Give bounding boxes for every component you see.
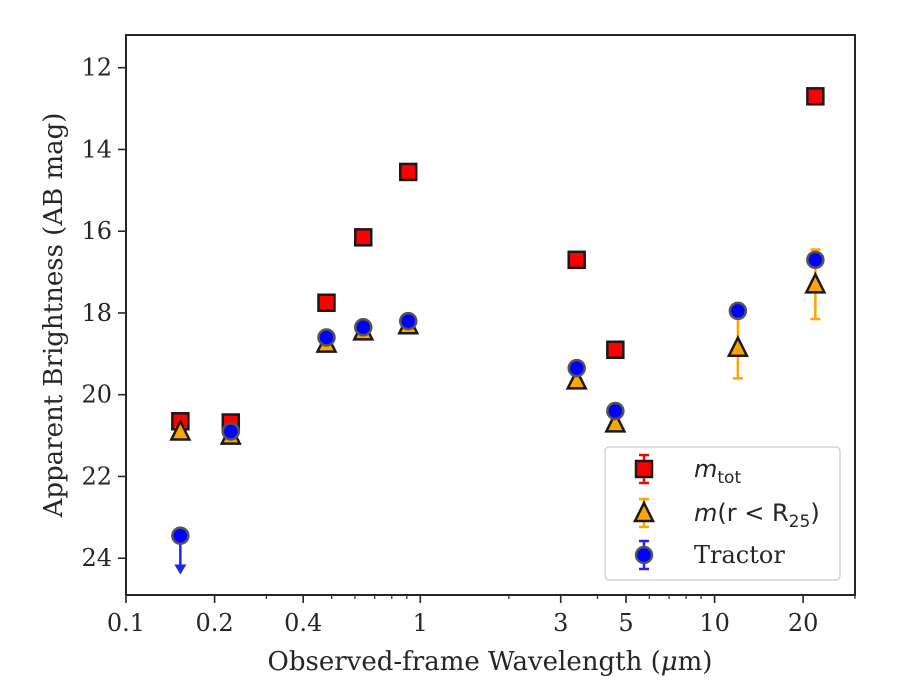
point-circle [806,250,825,270]
legend-mtot-sub: tot [717,468,741,488]
legend: mtot m(r < R25) Tractor [604,446,841,581]
upper-limit-arrow-head [174,564,187,575]
y-tick-label: 18 [81,299,112,327]
point-circle [171,526,190,545]
legend-entry-mr25: m(r < R25) [632,497,820,532]
point-square [398,162,418,182]
point-triangle [169,418,192,441]
point-circle [398,311,418,331]
series-0 [171,87,825,432]
legend-frame [604,446,841,581]
legend-mr25-text: (r < R [717,499,788,527]
legend-mtot-italic: m [694,455,717,483]
x-tick-label: 1 [413,609,428,637]
y-tick-label: 16 [81,217,112,245]
legend-mr25-sub: 25 [789,512,811,532]
legend-mr25-label: m(r < R25) [694,499,820,532]
x-axis-label-tail: m) [678,647,713,677]
point-triangle [565,367,588,390]
point-square [354,228,373,247]
series-2 [171,250,825,575]
x-tick-label: 10 [699,609,730,637]
legend-mr25-italic: m [694,499,717,527]
y-tick-label: 20 [81,381,112,409]
legend-tractor-label: Tractor [694,541,785,569]
y-tick-label: 24 [81,544,112,572]
legend-entry-mtot: mtot [634,453,741,488]
point-square [317,293,336,312]
y-tick-label: 12 [81,54,112,82]
point-square [806,87,825,106]
legend-mtot-marker [634,459,654,479]
point-circle [317,328,336,347]
legend-entry-tractor: Tractor [634,539,785,571]
point-triangle [804,271,827,294]
legend-mtot-label: mtot [694,455,741,488]
point-circle [221,422,241,441]
point-circle [354,318,373,337]
legend-tractor-marker [634,545,654,565]
plot-frame [125,34,856,596]
x-axis-label-main: Observed-frame Wavelength ( [268,647,661,677]
point-circle [567,358,586,378]
legend-mr25-marker [632,500,656,523]
point-circle [728,301,748,321]
y-axis-label: Apparent Brightness (AB mag) [39,113,69,519]
x-tick-label: 0.4 [284,609,322,637]
point-square [606,340,625,359]
axis-ticks: 0.1 0.2 0.4 1 3 5 10 20 12 14 16 18 20 22 24 [81,54,856,637]
point-square [567,250,586,270]
x-axis-label-unit: μ [661,647,678,677]
y-tick-label: 14 [81,135,112,163]
x-tick-label: 5 [618,609,633,637]
y-tick-label: 22 [81,462,112,490]
point-triangle [726,334,749,357]
x-tick-label: 0.2 [196,609,234,637]
x-axis-label: Observed-frame Wavelength (μm) [268,647,713,677]
x-tick-label: 0.1 [107,609,145,637]
data-marks [169,87,827,575]
x-tick-label: 3 [553,609,568,637]
point-circle [606,401,625,421]
point-triangle [604,410,627,433]
series-1 [169,248,827,445]
legend-mr25-close: ) [810,499,819,527]
x-tick-label: 20 [788,609,819,637]
